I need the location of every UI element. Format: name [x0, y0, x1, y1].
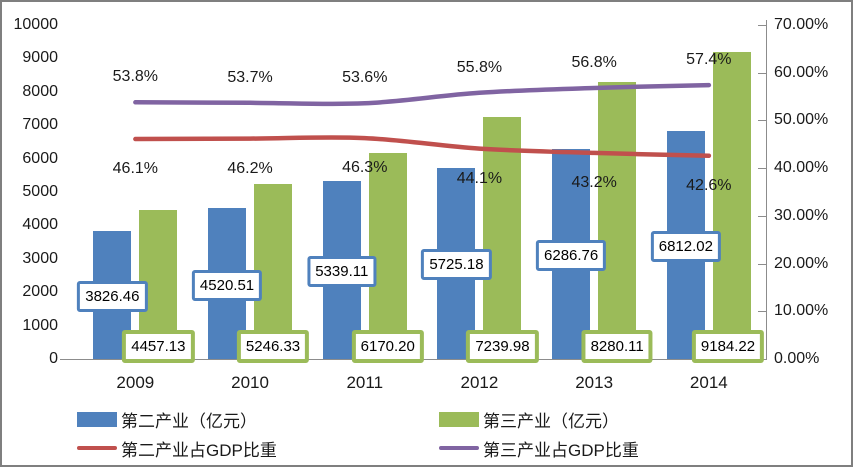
y-axis-label-left: 5000 — [22, 183, 58, 200]
bar-tertiary-2014 — [712, 52, 751, 359]
y-axis-label-left: 0 — [49, 350, 58, 367]
bar-tertiary-2013 — [598, 82, 637, 359]
legend-label-secondary-line: 第二产业占GDP比重 — [121, 440, 277, 460]
legend-item-secondary-industry-bar: 第二产业（亿元） — [77, 407, 257, 431]
y-axis-label-right: 50.00% — [774, 111, 829, 129]
bar-tertiary-2012 — [483, 117, 522, 359]
legend-item-secondary-gdp-share: 第二产业占GDP比重 — [77, 436, 277, 460]
y-axis-label-right: 70.00% — [774, 16, 829, 33]
y-axis-label-left: 2000 — [22, 283, 58, 301]
right-y-axis-tick — [758, 263, 766, 265]
legend-label-tertiary-line: 第三产业占GDP比重 — [483, 440, 639, 460]
x-axis-label-2012: 2012 — [460, 373, 499, 392]
data-label-tertiary-2013: 8280.11 — [581, 330, 653, 363]
pct-label-tertiary-2011: 53.6% — [342, 69, 388, 87]
pct-label-tertiary-2010: 53.7% — [227, 68, 273, 86]
y-axis-label-right: 0.00% — [774, 350, 820, 367]
legend-swatch-secondary-line — [77, 446, 117, 450]
legend-swatch-tertiary-bar — [439, 411, 479, 427]
data-label-tertiary-2012: 7239.98 — [466, 330, 539, 363]
x-axis-label-2013: 2013 — [575, 373, 614, 392]
legend-item-tertiary-gdp-share: 第三产业占GDP比重 — [439, 436, 639, 460]
right-y-axis-tick — [758, 311, 766, 313]
y-axis-label-left: 7000 — [22, 116, 58, 134]
data-label-secondary-2013: 6286.76 — [536, 240, 607, 271]
y-axis-label-right: 30.00% — [774, 206, 829, 224]
y-axis-label-right: 10.00% — [774, 302, 829, 320]
y-axis-label-left: 4000 — [22, 216, 58, 234]
pct-label-tertiary-2009: 53.8% — [112, 68, 159, 86]
y-axis-label-right: 60.00% — [774, 63, 829, 81]
legend-label-secondary-bar: 第二产业（亿元） — [121, 411, 257, 431]
pct-label-secondary-2014: 42.6% — [686, 176, 732, 194]
y-axis-label-left: 8000 — [22, 82, 58, 100]
pct-label-secondary-2010: 46.2% — [227, 159, 273, 177]
pct-label-secondary-2013: 43.2% — [571, 173, 617, 191]
right-y-axis-tick — [758, 25, 766, 26]
legend-swatch-secondary-bar — [77, 411, 117, 427]
right-y-axis-tick — [758, 168, 766, 170]
legend-label-tertiary-bar: 第三产业（亿元） — [483, 411, 619, 431]
data-label-tertiary-2011: 6170.20 — [351, 330, 424, 363]
right-y-axis-line — [766, 20, 767, 359]
data-label-secondary-2014: 6812.02 — [650, 231, 721, 263]
y-axis-label-left: 1000 — [22, 316, 58, 334]
y-axis-label-left: 6000 — [22, 149, 58, 167]
pct-label-tertiary-2013: 56.8% — [571, 53, 617, 71]
pct-label-secondary-2011: 46.3% — [342, 159, 388, 177]
y-axis-label-left: 3000 — [22, 249, 58, 267]
pct-label-tertiary-2012: 55.8% — [456, 58, 503, 76]
data-label-tertiary-2014: 9184.22 — [691, 330, 765, 363]
legend-item-tertiary-industry-bar: 第三产业（亿元） — [439, 407, 619, 431]
y-axis-label-right: 20.00% — [774, 254, 829, 272]
legend-swatch-tertiary-line — [439, 446, 479, 450]
x-axis-label-2009: 2009 — [116, 373, 155, 392]
x-axis-label-2011: 2011 — [346, 373, 384, 392]
x-axis-label-2010: 2010 — [231, 373, 269, 392]
data-label-tertiary-2010: 5246.33 — [236, 330, 310, 363]
y-axis-label-left: 10000 — [13, 16, 59, 33]
pct-label-secondary-2009: 46.1% — [112, 160, 159, 178]
right-y-axis-tick — [758, 215, 766, 217]
data-label-secondary-2011: 5339.11 — [307, 255, 377, 287]
pct-label-tertiary-2014: 57.4% — [686, 51, 732, 69]
data-label-secondary-2010: 4520.51 — [191, 269, 263, 301]
data-label-tertiary-2009: 4457.13 — [122, 330, 195, 363]
right-y-axis-tick — [758, 120, 766, 122]
x-axis-label-2014: 2014 — [689, 373, 728, 392]
data-label-secondary-2009: 3826.46 — [77, 281, 148, 313]
data-label-secondary-2012: 5725.18 — [421, 249, 492, 281]
y-axis-label-left: 9000 — [22, 49, 58, 67]
pct-label-secondary-2012: 44.1% — [456, 169, 503, 187]
y-axis-label-right: 40.00% — [774, 159, 829, 177]
right-y-axis-tick — [758, 72, 766, 74]
